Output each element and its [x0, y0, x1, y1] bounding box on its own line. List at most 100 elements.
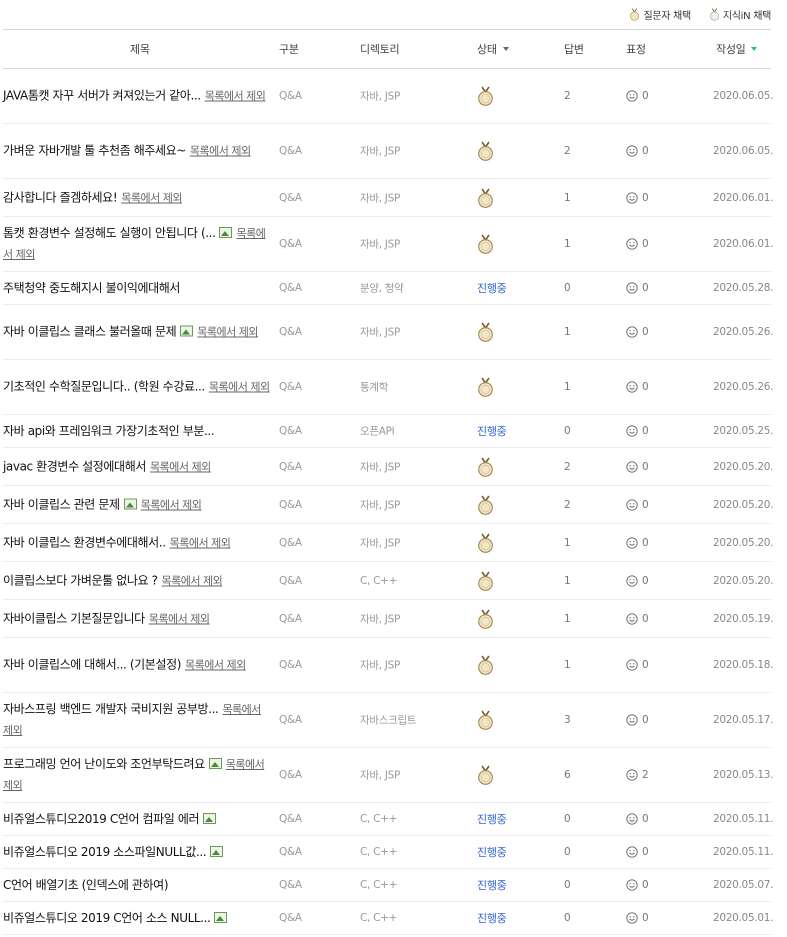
- directory-cell: 자바스크립트: [360, 714, 417, 727]
- remove-from-list-link[interactable]: 목록에서 제외: [3, 227, 266, 261]
- expression-count: 0: [642, 238, 649, 250]
- date-cell: 2020.06.05.: [713, 145, 774, 157]
- question-title-link[interactable]: 기초적인 수학질문입니다.. (학원 수강료...: [3, 379, 205, 394]
- smiley-icon: [626, 282, 638, 294]
- expression-cell: 0: [626, 238, 649, 250]
- table-row: 자바 이클립스 클래스 불러올때 문제 목록에서 제외 Q&A 자바, JSP 1 0…: [3, 305, 774, 360]
- expression-count: 0: [642, 912, 649, 924]
- smiley-icon: [626, 714, 638, 726]
- question-title-link[interactable]: javac 환경변수 설정에대해서: [3, 459, 146, 473]
- remove-from-list-link[interactable]: 목록에서 제외: [121, 191, 182, 204]
- answer-count: 1: [564, 612, 571, 625]
- status-medal: [477, 609, 494, 629]
- remove-from-list-link[interactable]: 목록에서 제외: [208, 380, 270, 394]
- date-cell: 2020.05.25.: [713, 425, 774, 437]
- smiley-icon: [626, 238, 638, 250]
- answer-count: 0: [564, 846, 571, 858]
- col-status[interactable]: 상태: [477, 30, 509, 69]
- remove-from-list-link[interactable]: 목록에서 제외: [140, 498, 202, 511]
- question-title-link[interactable]: 자바 이클립스에 대해서... (기본설정): [3, 657, 182, 672]
- status-medal: [477, 86, 494, 106]
- remove-from-list-link[interactable]: 목록에서 제외: [185, 658, 246, 672]
- col-title: 제목: [130, 43, 150, 56]
- smiley-icon: [626, 769, 638, 781]
- expression-count: 0: [642, 425, 649, 437]
- question-title-link[interactable]: 가벼운 자바개발 툴 추천좀 해주세요~: [3, 143, 186, 158]
- question-title-cell: 자바스프링 백엔드 개발자 국비지원 공부방... 목록에서 제외: [3, 699, 271, 741]
- question-table: 제목 구분 디렉토리 상태 답변 표정 작성일 JAVA톰캣 자꾸 서버가 켜져…: [3, 29, 774, 935]
- directory-cell: 자바, JSP: [360, 537, 400, 549]
- table-row: javac 환경변수 설정에대해서 목록에서 제외 Q&A 자바, JSP 2 0 20…: [3, 448, 773, 486]
- answer-count: 0: [564, 425, 571, 437]
- category-cell: Q&A: [279, 659, 302, 671]
- date-cell: 2020.05.28.: [713, 282, 774, 294]
- question-title-link[interactable]: 톰캣 환경변수 설정해도 실행이 안됩니다 (...: [3, 226, 216, 240]
- status-medal: [477, 141, 494, 161]
- image-attached-icon: [180, 325, 194, 337]
- category-cell: Q&A: [279, 90, 302, 102]
- question-title-link[interactable]: 프로그래밍 언어 난이도와 조언부탁드려요: [3, 757, 205, 771]
- expression-cell: 0: [626, 90, 649, 102]
- medal-icon: [478, 655, 493, 675]
- answer-count: 2: [564, 90, 571, 102]
- question-title-link[interactable]: 자바 이클립스 환경변수에대해서..: [3, 535, 166, 549]
- expression-count: 0: [642, 460, 649, 473]
- remove-from-list-link[interactable]: 목록에서 제외: [204, 89, 266, 103]
- date-cell: 2020.05.26.: [713, 326, 774, 338]
- smiley-icon: [626, 659, 638, 671]
- question-title-link[interactable]: 자바 api와 프레임워크 가장기초적인 부분...: [3, 424, 215, 438]
- status-in-progress: 진행중: [477, 813, 507, 826]
- directory-cell: 자바, JSP: [360, 659, 400, 672]
- question-title-cell: C언어 배열기초 (인덱스에 관하여): [3, 875, 271, 895]
- date-cell: 2020.05.17.: [713, 714, 774, 726]
- col-date[interactable]: 작성일: [716, 30, 758, 69]
- question-title-link[interactable]: 이클립스보다 가벼운툴 없나요 ?: [3, 573, 158, 587]
- category-cell: Q&A: [279, 381, 302, 393]
- question-title-link[interactable]: 비쥬얼스튜디오2019 C언어 컴파일 에러: [3, 812, 200, 826]
- smiley-icon: [626, 326, 638, 338]
- remove-from-list-link[interactable]: 목록에서 제외: [149, 460, 211, 473]
- status-medal: [477, 457, 494, 477]
- category-cell: Q&A: [279, 769, 302, 781]
- status-in-progress: 진행중: [477, 425, 507, 438]
- smiley-icon: [626, 574, 638, 587]
- question-title-cell: 비쥬얼스튜디오 2019 소스파일NULL값...: [3, 842, 271, 862]
- remove-from-list-link[interactable]: 목록에서 제외: [197, 325, 258, 339]
- question-title-link[interactable]: JAVA톰캣 자꾸 서버가 켜져있는거 같아...: [3, 88, 201, 103]
- question-title-link[interactable]: 자바 이클립스 관련 문제: [3, 497, 120, 511]
- expression-cell: 0: [626, 192, 649, 204]
- remove-from-list-link[interactable]: 목록에서 제외: [169, 536, 231, 549]
- expression-count: 0: [642, 90, 649, 102]
- legend-asker-choice: 질문자 채택: [629, 7, 691, 22]
- status-medal: [477, 495, 494, 515]
- medal-icon: [478, 710, 493, 730]
- question-title-cell: 톰캣 환경변수 설정해도 실행이 안됩니다 (... 목록에서 제외: [3, 223, 271, 265]
- table-row: 비쥬얼스튜디오 2019 소스파일NULL값... Q&A C, C++ 진행중 0 0…: [3, 836, 773, 869]
- question-title-link[interactable]: 주택청약 중도해지시 불이익에대해서: [3, 281, 181, 295]
- status-in-progress: 진행중: [477, 282, 507, 295]
- remove-from-list-link[interactable]: 목록에서 제외: [3, 758, 265, 792]
- question-title-cell: 자바 이클립스 클래스 불러올때 문제 목록에서 제외: [3, 322, 271, 343]
- answer-count: 6: [564, 769, 571, 781]
- question-title-link[interactable]: 자바스프링 백엔드 개발자 국비지원 공부방...: [3, 702, 219, 716]
- question-title-link[interactable]: C언어 배열기초 (인덱스에 관하여): [3, 878, 169, 892]
- question-title-link[interactable]: 자바이클립스 기본질문입니다: [3, 611, 145, 625]
- category-cell: Q&A: [279, 879, 302, 891]
- expression-count: 0: [642, 145, 649, 157]
- answer-count: 1: [564, 536, 571, 549]
- smiley-icon: [626, 879, 638, 891]
- question-title-cell: 자바 이클립스에 대해서... (기본설정) 목록에서 제외: [3, 655, 271, 676]
- question-title-link[interactable]: 감사합니다 즐겜하세요!: [3, 190, 118, 204]
- directory-cell: 오픈API: [360, 425, 395, 438]
- smiley-icon: [626, 846, 638, 858]
- remove-from-list-link[interactable]: 목록에서 제외: [148, 612, 210, 625]
- category-cell: Q&A: [279, 912, 302, 924]
- question-title-link[interactable]: 자바 이클립스 클래스 불러올때 문제: [3, 324, 177, 339]
- remove-from-list-link[interactable]: 목록에서 제외: [161, 574, 223, 587]
- smiley-icon: [626, 145, 638, 157]
- question-title-link[interactable]: 비쥬얼스튜디오 2019 소스파일NULL값...: [3, 845, 207, 859]
- remove-from-list-link[interactable]: 목록에서 제외: [189, 144, 251, 158]
- question-title-cell: 자바이클립스 기본질문입니다 목록에서 제외: [3, 608, 271, 629]
- remove-from-list-link[interactable]: 목록에서 제외: [3, 703, 261, 737]
- question-title-link[interactable]: 비쥬얼스튜디오 2019 C언어 소스 NULL...: [3, 911, 211, 925]
